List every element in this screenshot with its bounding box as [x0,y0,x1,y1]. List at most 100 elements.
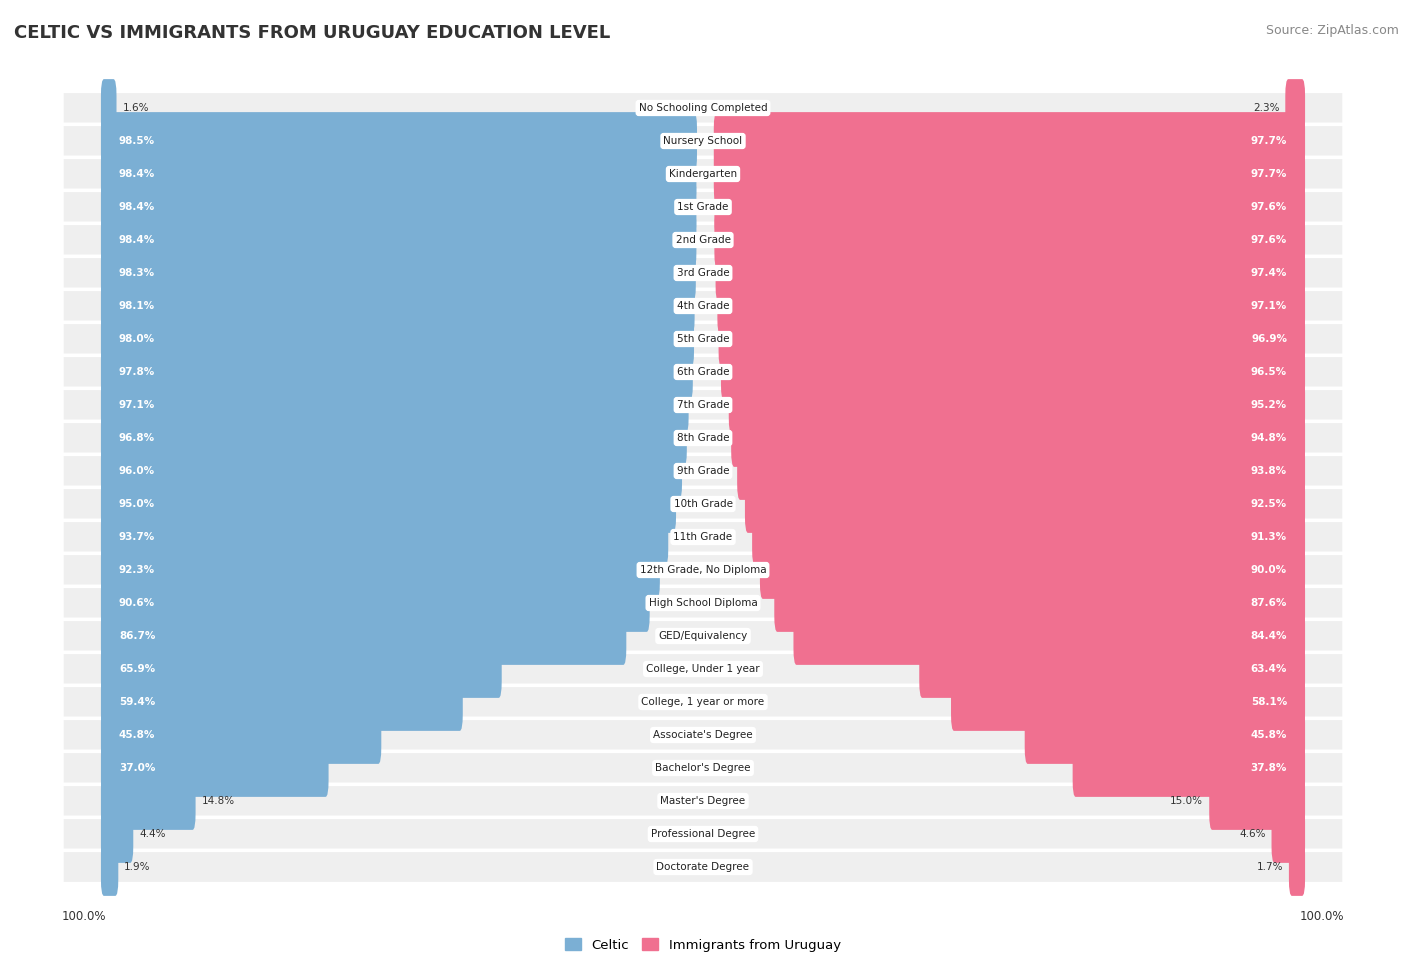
Text: 58.1%: 58.1% [1251,697,1286,707]
FancyBboxPatch shape [101,212,696,269]
Text: 84.4%: 84.4% [1250,631,1286,641]
Text: 97.4%: 97.4% [1251,268,1286,278]
FancyBboxPatch shape [716,244,1305,302]
Text: 1st Grade: 1st Grade [678,202,728,212]
FancyBboxPatch shape [101,838,118,896]
FancyBboxPatch shape [62,92,1344,125]
Text: 100.0%: 100.0% [62,910,107,923]
FancyBboxPatch shape [714,145,1305,203]
FancyBboxPatch shape [62,850,1344,883]
Text: 98.1%: 98.1% [120,301,155,311]
Text: 98.0%: 98.0% [120,334,155,344]
FancyBboxPatch shape [62,685,1344,719]
Text: Professional Degree: Professional Degree [651,829,755,839]
FancyBboxPatch shape [728,376,1305,434]
Text: 91.3%: 91.3% [1251,532,1286,542]
FancyBboxPatch shape [101,79,117,137]
FancyBboxPatch shape [62,223,1344,256]
Text: 37.0%: 37.0% [120,763,155,773]
Text: 12th Grade, No Diploma: 12th Grade, No Diploma [640,565,766,575]
Text: 97.6%: 97.6% [1251,202,1286,212]
Text: 3rd Grade: 3rd Grade [676,268,730,278]
FancyBboxPatch shape [62,323,1344,356]
Text: 92.5%: 92.5% [1251,499,1286,509]
Text: Nursery School: Nursery School [664,136,742,146]
FancyBboxPatch shape [62,190,1344,223]
Text: 6th Grade: 6th Grade [676,367,730,377]
FancyBboxPatch shape [1073,739,1305,797]
Text: 97.8%: 97.8% [120,367,155,377]
FancyBboxPatch shape [737,442,1305,500]
FancyBboxPatch shape [62,454,1344,488]
FancyBboxPatch shape [62,290,1344,323]
FancyBboxPatch shape [62,421,1344,454]
Text: 7th Grade: 7th Grade [676,400,730,410]
FancyBboxPatch shape [950,673,1305,731]
FancyBboxPatch shape [731,410,1305,467]
Text: No Schooling Completed: No Schooling Completed [638,103,768,113]
Text: 2.3%: 2.3% [1253,103,1279,113]
Text: 2nd Grade: 2nd Grade [675,235,731,245]
FancyBboxPatch shape [62,817,1344,850]
FancyBboxPatch shape [101,178,696,236]
Text: Doctorate Degree: Doctorate Degree [657,862,749,872]
Text: 10th Grade: 10th Grade [673,499,733,509]
Text: 15.0%: 15.0% [1170,796,1204,806]
FancyBboxPatch shape [1025,706,1305,763]
FancyBboxPatch shape [721,343,1305,401]
Text: 95.0%: 95.0% [120,499,155,509]
FancyBboxPatch shape [101,706,381,763]
FancyBboxPatch shape [101,343,693,401]
FancyBboxPatch shape [101,112,697,170]
Text: 90.0%: 90.0% [1251,565,1286,575]
Text: 4.6%: 4.6% [1239,829,1265,839]
FancyBboxPatch shape [101,673,463,731]
Text: 90.6%: 90.6% [120,598,155,608]
FancyBboxPatch shape [101,145,696,203]
FancyBboxPatch shape [101,310,695,368]
Text: High School Diploma: High School Diploma [648,598,758,608]
Text: 8th Grade: 8th Grade [676,433,730,443]
FancyBboxPatch shape [62,784,1344,818]
FancyBboxPatch shape [62,554,1344,587]
FancyBboxPatch shape [62,752,1344,785]
Text: 93.7%: 93.7% [120,532,155,542]
FancyBboxPatch shape [62,355,1344,389]
Text: 4.4%: 4.4% [139,829,166,839]
Text: 86.7%: 86.7% [120,631,155,641]
FancyBboxPatch shape [752,508,1305,566]
Text: Kindergarten: Kindergarten [669,169,737,179]
Text: 37.8%: 37.8% [1251,763,1286,773]
FancyBboxPatch shape [1285,79,1305,137]
Text: 59.4%: 59.4% [120,697,155,707]
FancyBboxPatch shape [101,244,696,302]
Text: Associate's Degree: Associate's Degree [654,730,752,740]
Text: 45.8%: 45.8% [120,730,155,740]
Text: 14.8%: 14.8% [201,796,235,806]
FancyBboxPatch shape [745,475,1305,533]
FancyBboxPatch shape [1209,772,1305,830]
FancyBboxPatch shape [793,607,1305,665]
FancyBboxPatch shape [101,541,659,599]
Text: 65.9%: 65.9% [120,664,155,674]
FancyBboxPatch shape [62,719,1344,752]
Text: 92.3%: 92.3% [120,565,155,575]
FancyBboxPatch shape [101,607,626,665]
Text: 45.8%: 45.8% [1251,730,1286,740]
Text: Master's Degree: Master's Degree [661,796,745,806]
FancyBboxPatch shape [62,586,1344,620]
FancyBboxPatch shape [101,772,195,830]
FancyBboxPatch shape [717,277,1305,334]
Text: 63.4%: 63.4% [1251,664,1286,674]
Text: CELTIC VS IMMIGRANTS FROM URUGUAY EDUCATION LEVEL: CELTIC VS IMMIGRANTS FROM URUGUAY EDUCAT… [14,24,610,42]
Text: 97.7%: 97.7% [1251,169,1286,179]
FancyBboxPatch shape [714,212,1305,269]
FancyBboxPatch shape [101,805,134,863]
FancyBboxPatch shape [718,310,1305,368]
Text: 98.5%: 98.5% [120,136,155,146]
Text: 94.8%: 94.8% [1251,433,1286,443]
FancyBboxPatch shape [714,112,1305,170]
FancyBboxPatch shape [62,488,1344,521]
FancyBboxPatch shape [759,541,1305,599]
FancyBboxPatch shape [101,508,668,566]
